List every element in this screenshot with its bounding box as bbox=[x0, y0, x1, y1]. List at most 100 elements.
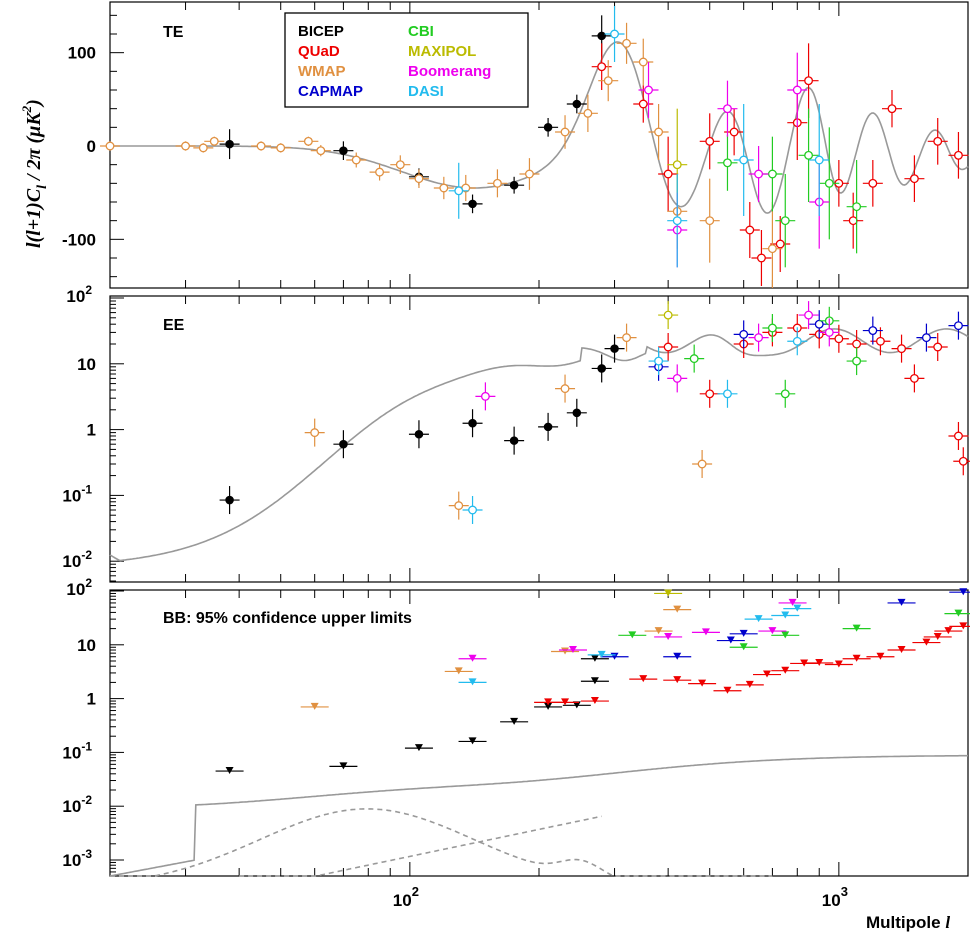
data-point-quad bbox=[590, 697, 599, 705]
data-point-wmap bbox=[697, 459, 707, 469]
data-point-maxipol bbox=[663, 310, 673, 320]
data-point-quad bbox=[876, 652, 885, 660]
data-point-quad bbox=[933, 632, 942, 640]
panel-label-ee: EE bbox=[163, 317, 185, 334]
data-point-wmap bbox=[705, 216, 715, 226]
data-point-quad bbox=[933, 342, 943, 352]
data-point-bicep bbox=[468, 418, 477, 428]
panel-label-te: TE bbox=[163, 24, 184, 41]
bb-tick-label: 1 bbox=[87, 690, 96, 709]
data-point-quad bbox=[875, 336, 885, 346]
data-point-wmap bbox=[654, 627, 663, 635]
data-point-boomerang bbox=[754, 169, 764, 179]
data-point-quad bbox=[775, 239, 785, 249]
data-point-quad bbox=[834, 334, 844, 344]
data-point-capmap bbox=[959, 588, 968, 596]
data-point-bicep bbox=[339, 146, 348, 155]
data-point-quad bbox=[638, 99, 648, 109]
data-point-bicep bbox=[543, 123, 553, 132]
data-point-wmap bbox=[310, 702, 319, 710]
data-point-dasi bbox=[792, 336, 802, 346]
data-point-quad bbox=[729, 127, 739, 137]
data-point-bicep bbox=[414, 429, 424, 439]
data-point-capmap bbox=[897, 598, 906, 606]
data-point-bicep bbox=[339, 762, 348, 770]
data-point-quad bbox=[834, 660, 843, 668]
data-point-quad bbox=[639, 675, 648, 683]
data-point-boomerang bbox=[644, 85, 653, 95]
data-point-quad bbox=[745, 225, 755, 235]
data-point-quad bbox=[953, 150, 963, 160]
data-point-cbi bbox=[628, 631, 637, 639]
data-point-bicep bbox=[597, 31, 606, 41]
data-point-wmap bbox=[654, 127, 664, 137]
data-point-cbi bbox=[804, 150, 814, 160]
data-point-capmap bbox=[868, 326, 878, 336]
data-point-cbi bbox=[767, 323, 777, 333]
bb-lensing-curve bbox=[239, 815, 602, 877]
data-point-quad bbox=[909, 174, 919, 184]
data-point-quad bbox=[933, 136, 943, 146]
data-point-capmap bbox=[726, 636, 735, 644]
bb-total-curve bbox=[109, 754, 968, 877]
data-point-cbi bbox=[723, 158, 732, 168]
data-point-cbi bbox=[780, 216, 790, 226]
data-point-dasi bbox=[468, 678, 477, 686]
data-point-quad bbox=[909, 373, 919, 383]
data-point-dasi bbox=[781, 611, 790, 619]
panel-frame-te bbox=[109, 1, 969, 289]
data-point-cbi bbox=[824, 178, 834, 188]
data-point-bicep bbox=[225, 495, 234, 505]
data-points bbox=[100, 6, 970, 775]
te-tick-label: 0 bbox=[87, 137, 96, 156]
data-point-wmap bbox=[439, 183, 449, 193]
data-point-wmap bbox=[622, 38, 632, 48]
data-point-quad bbox=[723, 686, 732, 694]
data-point-capmap bbox=[921, 333, 931, 343]
data-point-wmap bbox=[454, 501, 464, 511]
data-point-dasi bbox=[739, 155, 749, 165]
data-point-quad bbox=[745, 680, 754, 688]
data-point-wmap bbox=[105, 141, 115, 151]
bb-tick-label: 10-2 bbox=[62, 793, 92, 816]
data-point-quad bbox=[705, 136, 715, 146]
data-point-boomerang bbox=[568, 646, 577, 654]
data-point-quad bbox=[597, 62, 607, 72]
data-point-bicep bbox=[544, 702, 553, 710]
data-point-bicep bbox=[572, 701, 581, 709]
data-point-quad bbox=[868, 178, 878, 188]
data-point-wmap bbox=[622, 333, 632, 343]
data-point-cbi bbox=[767, 169, 777, 179]
data-point-bicep bbox=[597, 364, 606, 373]
data-point-quad bbox=[848, 216, 858, 226]
data-point-dasi bbox=[793, 604, 802, 612]
data-point-quad bbox=[897, 344, 906, 354]
data-point-boomerang bbox=[788, 598, 797, 606]
data-point-capmap bbox=[953, 321, 963, 331]
data-point-quad bbox=[959, 622, 968, 630]
data-point-bicep bbox=[414, 744, 423, 752]
bb-tick-label: 10-3 bbox=[62, 847, 92, 870]
data-point-quad bbox=[763, 670, 772, 678]
data-point-bicep bbox=[590, 677, 599, 685]
data-point-quad bbox=[897, 646, 906, 654]
data-point-boomerang bbox=[701, 628, 710, 636]
data-point-capmap bbox=[739, 329, 749, 339]
data-point-dasi bbox=[654, 356, 664, 366]
data-point-bicep bbox=[509, 180, 519, 190]
data-point-boomerang bbox=[468, 654, 477, 662]
bb-tick-label: 10-1 bbox=[62, 739, 92, 762]
bb-tick-label: 10 bbox=[77, 636, 96, 655]
data-point-cbi bbox=[954, 609, 963, 617]
data-point-boomerang bbox=[754, 333, 764, 343]
legend-item-boomerang: Boomerang bbox=[408, 63, 491, 80]
legend-item-cbi: CBI bbox=[408, 23, 434, 40]
ee-tick-label: 10-1 bbox=[62, 482, 92, 505]
data-point-boomerang bbox=[672, 373, 682, 383]
data-point-boomerang bbox=[824, 327, 834, 337]
axis-labels: 100 0 -100 102 10 1 10-1 10-2 102 10 1 10-1 10-2 10-3… bbox=[19, 24, 950, 932]
data-point-wmap bbox=[181, 141, 190, 151]
data-point-dasi bbox=[672, 216, 682, 226]
data-point-wmap bbox=[198, 143, 208, 153]
